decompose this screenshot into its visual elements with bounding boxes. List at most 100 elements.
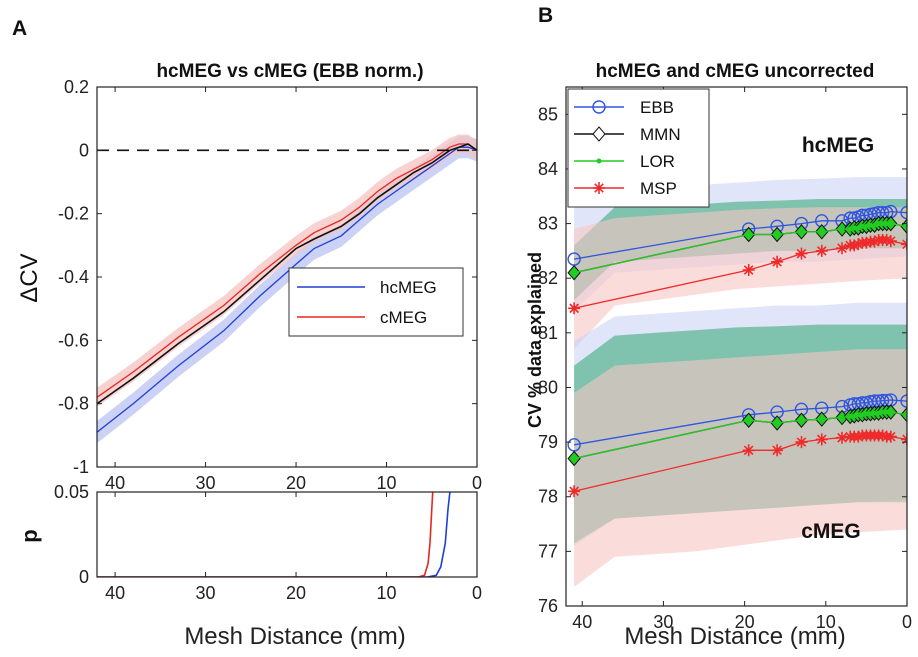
panel-b-band-cMEG — [574, 349, 907, 587]
panel-b-legend-label-MMN: MMN — [640, 125, 681, 144]
panel-b-point-MSP — [868, 235, 881, 248]
panel-b-legend-marker-MSP — [593, 182, 605, 194]
panel-b-point-LOR — [855, 225, 861, 231]
panel-b-ytick-label: 77 — [538, 541, 558, 561]
panel-b-xtick-label: 0 — [902, 612, 912, 632]
panel-a-xlabel: Mesh Distance (mm) — [184, 623, 405, 650]
panel-a-mean-line — [97, 143, 477, 405]
panel-b-legend-label-LOR: LOR — [640, 152, 675, 171]
panel-b-point-LOR — [876, 410, 882, 416]
panel-a-ytick-label: -0.8 — [58, 394, 89, 414]
panel-b-ytick-label: 82 — [538, 268, 558, 288]
panel-b-annotation-cMEG: cMEG — [801, 520, 861, 543]
panel-b-point-LOR — [798, 229, 804, 235]
panel-b-point-LOR — [888, 409, 894, 415]
panel-b-ytick-label: 81 — [538, 323, 558, 343]
panel-b-point-LOR — [851, 225, 857, 231]
panel-a-bottom-ytick-label: 0.05 — [54, 482, 89, 502]
panel-b-point-EBB — [900, 394, 907, 408]
panel-b-point-EBB — [900, 205, 907, 220]
panel-b-point-LOR — [746, 417, 752, 423]
panel-b-point-MSP — [876, 429, 889, 442]
panel-b-ytick-label: 85 — [538, 104, 558, 124]
panel-b-ytick-label: 78 — [538, 487, 558, 507]
panel-a-band-hcMEG — [97, 136, 477, 444]
panel-b-xlabel: Mesh Distance (mm) — [624, 623, 845, 650]
panel-a-ytick-label: -1 — [73, 457, 89, 477]
panel-a-plot-area — [97, 134, 477, 444]
panel-b-title: hcMEG and cMEG uncorrected — [596, 61, 875, 82]
panel-b-point-LOR — [872, 410, 878, 416]
panel-b-xtick-label: 20 — [735, 612, 755, 632]
panel-b-point-MSP — [815, 244, 828, 257]
panel-b-point-MSP — [836, 242, 848, 255]
panel-b-xtick-label: 30 — [653, 612, 673, 632]
panel-a-p-line-cMEG — [97, 492, 434, 577]
panel-b-ytick-label: 76 — [538, 596, 558, 616]
panel-a-bottom-axes-frame — [96, 491, 478, 578]
panel-b-point-LOR — [819, 229, 825, 235]
panel-a-legend-label-hcMEG: hcMEG — [380, 278, 437, 297]
panel-b-point-LOR — [904, 412, 907, 418]
panel-a-p-label: p — [17, 529, 42, 542]
panel-b-label: B — [538, 4, 553, 27]
panel-b-legend-marker-LOR — [596, 158, 602, 164]
panel-b-axes-frame — [565, 86, 908, 607]
panel-b-point-MSP — [568, 485, 581, 498]
panel-b-point-LOR — [880, 409, 886, 415]
panel-b-point-LOR — [872, 222, 878, 228]
panel-a-bottom-xtick-label: 10 — [377, 583, 397, 603]
panel-b-point-LOR — [867, 411, 873, 417]
panel-a-ytick-label: 0 — [79, 140, 89, 160]
panel-a-xtick-label: 0 — [472, 473, 482, 493]
panel-b-legend-label-MSP: MSP — [640, 179, 677, 198]
panel-b-legend-marker-MMN — [592, 126, 606, 142]
panel-b-point-LOR — [798, 417, 804, 423]
panel-b-point-LOR — [884, 409, 890, 415]
panel-a-ytick-label: -0.2 — [58, 204, 89, 224]
panel-b-annotation-hcMEG: hcMEG — [802, 134, 874, 157]
panel-b-point-LOR — [774, 232, 780, 238]
panel-b-ytick-label: 83 — [538, 214, 558, 234]
panel-b-point-MSP — [848, 239, 861, 252]
panel-b-point-LOR — [855, 412, 861, 418]
panel-b-point-LOR — [867, 222, 873, 228]
panel-b-point-MSP — [880, 234, 893, 246]
panel-b-point-LOR — [774, 420, 780, 426]
panel-a-bottom-xtick-label: 20 — [286, 583, 306, 603]
panel-a-top-chart: hcMEG vs cMEG (EBB norm.) ΔCV 0.2 0 -0.2 -0… — [16, 61, 482, 493]
panel-b-point-LOR — [863, 411, 869, 417]
panel-b-point-LOR — [851, 413, 857, 419]
panel-b-point-LOR — [888, 221, 894, 227]
panel-a-bottom-xtick-label: 40 — [105, 583, 125, 603]
panel-b-ylabel: CV % data explained — [525, 252, 545, 428]
panel-b-point-LOR — [571, 270, 577, 276]
panel-a-xtick-label: 40 — [105, 473, 125, 493]
panel-b-point-LOR — [839, 415, 845, 421]
panel-a-xtick-label: 10 — [377, 473, 397, 493]
panel-a-title: hcMEG vs cMEG (EBB norm.) — [156, 61, 423, 82]
panel-b-point-MSP — [742, 264, 755, 276]
panel-b-legend-label-EBB: EBB — [640, 98, 674, 117]
panel-a-xtick-label: 30 — [196, 473, 216, 493]
panel-a-legend-label-cMEG: cMEG — [380, 308, 427, 327]
panel-b-point-LOR — [847, 413, 853, 419]
panel-b-point-LOR — [839, 226, 845, 232]
panel-b-point-LOR — [571, 455, 577, 461]
panel-b-ytick-label: 79 — [538, 432, 558, 452]
panel-a-xtick-label: 20 — [286, 473, 306, 493]
panel-b-point-LOR — [819, 416, 825, 422]
panel-b-legend-marker-EBB — [592, 100, 606, 114]
panel-b-point-LOR — [884, 221, 890, 227]
panel-a-line-cMEG — [97, 143, 477, 398]
panel-a-bottom-xtick-label: 30 — [196, 583, 216, 603]
panel-b-point-MSP — [568, 302, 581, 315]
panel-b-point-LOR — [859, 223, 865, 229]
panel-b-chart: hcMEG and cMEG uncorrected CV % data exp… — [525, 61, 912, 650]
panel-a-ylabel: ΔCV — [16, 253, 43, 302]
panel-a-ytick-label: -0.6 — [58, 330, 89, 350]
panel-b-xtick-label: 10 — [816, 612, 836, 632]
panel-b-legend: EBB MMN LOR MSP — [567, 88, 710, 208]
panel-b-point-MSP — [742, 444, 755, 457]
